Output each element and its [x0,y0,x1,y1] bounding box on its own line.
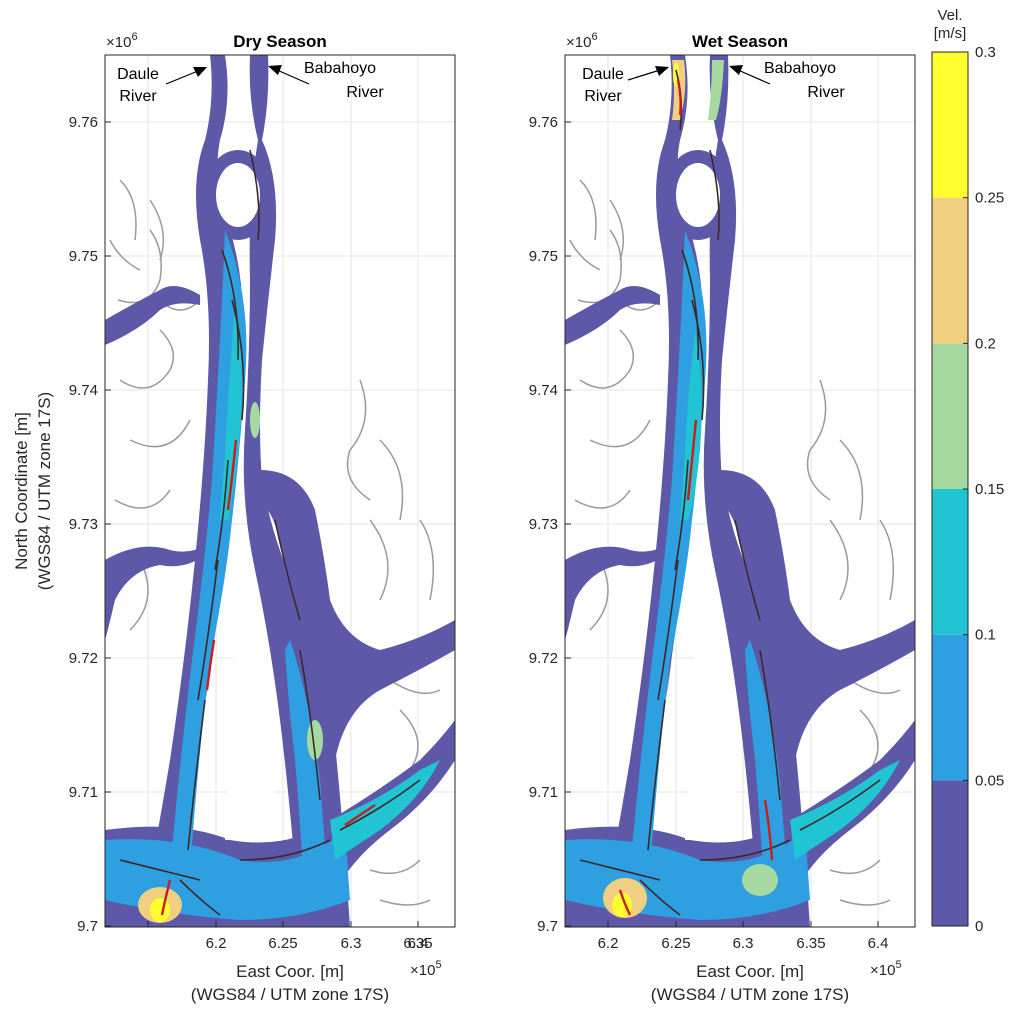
y-tick-label: 9.72 [529,650,558,667]
x-tick-label: 6.4 [408,935,429,952]
colorbar-tick-label: 0.25 [975,190,1004,207]
x-tick-label: 6.3 [733,935,754,952]
annotation-arrows-wet [627,65,771,85]
annotation-babahoyo-river-wet: Babahoyo River [764,60,845,101]
x-axis-label-dry: East Coor. [m] [236,962,344,981]
arrow-head-icon [193,67,207,77]
y-axis-ticks-dry [105,121,111,927]
streamlines-fast-dry [160,439,376,916]
islands-dry [216,163,277,840]
y-tick-label: 9.75 [69,248,98,265]
y-tick-label: 9.74 [69,382,98,399]
arrow-head-icon [655,66,669,76]
x-axis-ticks-wet [607,921,879,927]
y-axis-sublabel: (WGS84 / UTM zone 17S) [35,392,54,590]
y-axis-label: North Coordinate [m] [12,412,31,570]
panel-dry-season: 6.2 6.25 6.3 6.35 6.4 9.7 9.71 9.72 9.73… [12,31,456,1004]
annotation-daule-river-dry: Daule River [117,66,159,105]
x-tick-label: 6.2 [206,935,227,952]
x-exponent-label: ×105 [870,959,902,979]
colorbar-band [932,780,968,926]
y-tick-label: 9.71 [529,784,558,801]
colorbar-tick-label: 0.2 [975,335,996,352]
y-tick-label: 9.7 [537,918,558,935]
x-tick-label: 6.35 [403,935,432,952]
colorbar-band [932,343,968,489]
colorbar-tick-label: 0.15 [975,481,1004,498]
y-tick-label: 9.7 [77,918,98,935]
islands-wet [676,163,737,840]
y-exponent-label: ×106 [566,31,598,51]
colorbar-band [932,489,968,635]
colorbar-bands [932,52,968,926]
colorbar-tick-label: 0.05 [975,772,1004,789]
axes-box-wet [564,54,916,928]
streamlines-fast-wet [618,79,774,916]
axes-box-dry [104,54,456,928]
colorbar-title: Vel. [937,7,962,24]
x-tick-label: 6.4 [868,935,889,952]
x-axis-label-wet: East Coor. [m] [696,962,804,981]
chart-title-dry: Dry Season [233,32,327,51]
colorbar-band [932,197,968,344]
colorbar-unit: [m/s] [934,25,967,42]
y-exponent-label: ×106 [106,31,138,51]
river-map-dry [105,55,455,927]
x-tick-label: 6.3 [341,935,362,952]
y-tick-label: 9.76 [69,114,98,131]
x-axis-ticks-dry [147,921,419,927]
arrow-head-icon [729,65,743,75]
panel-wet-season: 6.2 6.25 6.3 6.35 6.4 9.7 9.71 9.72 9.73… [529,31,916,1004]
x-tick-label: 6.25 [268,935,297,952]
tributaries-wet [569,179,901,906]
y-tick-label: 9.76 [529,114,558,131]
colorbar-band [932,52,968,198]
x-exponent-label: ×105 [410,959,442,979]
y-tick-label: 9.73 [529,516,558,533]
streamlines-dry [119,149,421,916]
colorbar-ticks: 0 0.05 0.1 0.15 0.2 0.25 0.3 [963,44,1004,935]
y-tick-label: 9.72 [69,650,98,667]
colorbar-tick-label: 0.3 [975,44,996,61]
river-map-wet [565,55,915,927]
x-tick-label: 6.2 [598,935,619,952]
x-tick-label: 6.35 [796,935,825,952]
y-tick-label: 9.75 [529,248,558,265]
y-tick-label: 9.73 [69,516,98,533]
arrow-head-icon [268,65,282,75]
colorbar-band [932,634,968,781]
colorbar-tick-label: 0 [975,918,983,935]
annotation-daule-river-wet: Daule River [582,66,624,105]
x-tick-label: 6.25 [661,935,690,952]
y-tick-label: 9.74 [529,382,558,399]
annotation-arrows-dry [165,65,310,85]
velocity-fill-dry [105,230,440,923]
x-axis-sublabel-dry: (WGS84 / UTM zone 17S) [191,985,389,1004]
colorbar: Vel. [m/s] 0 0.05 0.1 0.15 0.2 0.25 0.3 [931,7,1004,935]
y-tick-label: 9.71 [69,784,98,801]
colorbar-tick-label: 0.1 [975,627,996,644]
chart-title-wet: Wet Season [692,32,788,51]
y-axis-ticks-wet [565,121,571,927]
x-axis-sublabel-wet: (WGS84 / UTM zone 17S) [651,985,849,1004]
annotation-babahoyo-river-dry: Babahoyo River [304,60,384,101]
